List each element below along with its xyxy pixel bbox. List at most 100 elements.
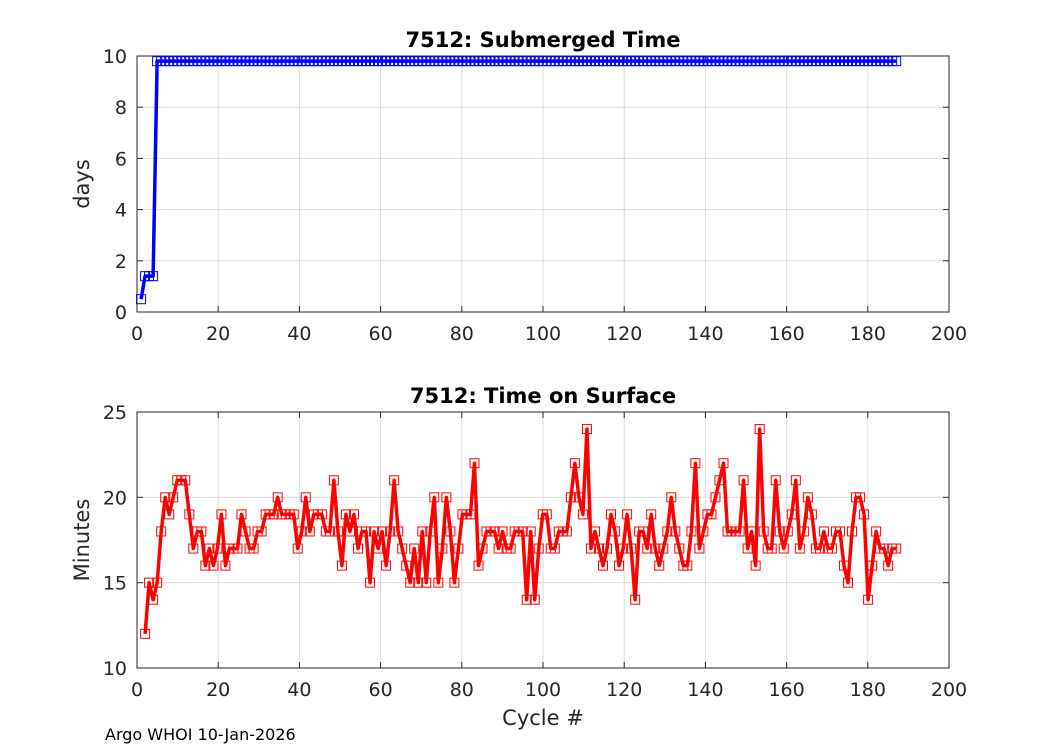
data-point bbox=[473, 560, 484, 571]
data-point bbox=[385, 526, 396, 537]
data-point bbox=[497, 526, 508, 537]
data-point bbox=[144, 577, 155, 588]
y-tick-label: 25 bbox=[103, 402, 127, 424]
data-point bbox=[610, 526, 621, 537]
data-point bbox=[826, 543, 837, 554]
data-point bbox=[758, 526, 769, 537]
x-tick-label: 40 bbox=[287, 679, 311, 701]
data-point bbox=[232, 543, 243, 554]
data-point bbox=[344, 526, 355, 537]
data-point bbox=[393, 526, 404, 537]
data-point bbox=[694, 543, 705, 554]
surface-time-panel: 0 20 40 60 80 100 120 140 160 180 200 10 15 20 25 7512:… bbox=[70, 384, 967, 730]
data-point bbox=[477, 543, 488, 554]
x-tick-label: 180 bbox=[850, 679, 886, 701]
data-point bbox=[184, 509, 195, 520]
data-point bbox=[413, 577, 424, 588]
data-point bbox=[449, 577, 460, 588]
data-point bbox=[417, 526, 428, 537]
data-point bbox=[465, 509, 476, 520]
data-point bbox=[256, 526, 267, 537]
data-point bbox=[453, 543, 464, 554]
data-point bbox=[738, 475, 749, 486]
data-point bbox=[686, 526, 697, 537]
y-axis-label: days bbox=[70, 159, 94, 209]
data-point bbox=[188, 543, 199, 554]
data-point bbox=[714, 475, 725, 486]
data-point bbox=[839, 560, 850, 571]
data-point bbox=[674, 543, 685, 554]
data-point bbox=[569, 458, 580, 469]
x-tick-label: 140 bbox=[687, 323, 723, 345]
y-tick-label: 15 bbox=[103, 573, 127, 595]
x-axis-label: Cycle # bbox=[502, 706, 584, 730]
data-point bbox=[437, 543, 448, 554]
y-tick-label: 8 bbox=[115, 97, 127, 119]
data-point bbox=[328, 475, 339, 486]
data-point bbox=[348, 509, 359, 520]
data-point bbox=[706, 509, 717, 520]
data-point bbox=[843, 577, 854, 588]
data-point bbox=[867, 560, 878, 571]
data-point bbox=[212, 543, 223, 554]
data-point bbox=[521, 594, 532, 605]
data-point bbox=[622, 509, 633, 520]
data-point bbox=[200, 560, 211, 571]
data-point bbox=[401, 560, 412, 571]
data-point bbox=[441, 492, 452, 503]
data-point bbox=[489, 526, 500, 537]
footer-credit: Argo WHOI 10-Jan-2026 bbox=[105, 725, 296, 744]
data-point bbox=[369, 526, 380, 537]
data-point bbox=[614, 560, 625, 571]
data-point bbox=[136, 294, 147, 305]
data-point bbox=[389, 475, 400, 486]
data-point bbox=[324, 526, 335, 537]
data-point bbox=[148, 594, 159, 605]
data-point bbox=[533, 543, 544, 554]
data-point bbox=[236, 509, 247, 520]
x-tick-label: 160 bbox=[768, 323, 804, 345]
data-point bbox=[766, 543, 777, 554]
x-tick-label: 0 bbox=[131, 679, 143, 701]
plot-frame bbox=[136, 411, 950, 669]
data-point bbox=[425, 526, 436, 537]
data-point bbox=[871, 526, 882, 537]
x-tick-label: 20 bbox=[206, 679, 230, 701]
data-point bbox=[304, 526, 315, 537]
data-point bbox=[429, 492, 440, 503]
x-tick-label: 180 bbox=[850, 323, 886, 345]
data-point bbox=[626, 543, 637, 554]
x-tick-label: 120 bbox=[606, 323, 642, 345]
data-point bbox=[292, 543, 303, 554]
data-point bbox=[818, 526, 829, 537]
data-point bbox=[517, 526, 528, 537]
data-point bbox=[782, 526, 793, 537]
data-point bbox=[593, 543, 604, 554]
data-point bbox=[802, 492, 813, 503]
data-point bbox=[658, 543, 669, 554]
y-tick-label: 0 bbox=[115, 302, 127, 324]
data-point bbox=[140, 628, 151, 639]
data-point bbox=[859, 509, 870, 520]
data-point bbox=[332, 526, 343, 537]
data-point bbox=[377, 526, 388, 537]
data-point bbox=[786, 509, 797, 520]
x-tick-label: 20 bbox=[206, 323, 230, 345]
y-tick-label: 2 bbox=[115, 251, 127, 273]
data-point bbox=[208, 560, 219, 571]
data-point bbox=[180, 475, 191, 486]
data-point bbox=[589, 526, 600, 537]
data-point bbox=[204, 543, 215, 554]
data-point bbox=[525, 526, 536, 537]
data-point bbox=[361, 526, 372, 537]
data-point bbox=[581, 424, 592, 435]
y-tick-label: 4 bbox=[115, 200, 127, 222]
x-tick-label: 80 bbox=[450, 323, 474, 345]
data-point bbox=[421, 577, 432, 588]
data-point bbox=[662, 526, 673, 537]
data-point bbox=[598, 560, 609, 571]
data-point bbox=[248, 543, 259, 554]
data-point bbox=[650, 543, 661, 554]
x-tick-label: 100 bbox=[525, 323, 561, 345]
